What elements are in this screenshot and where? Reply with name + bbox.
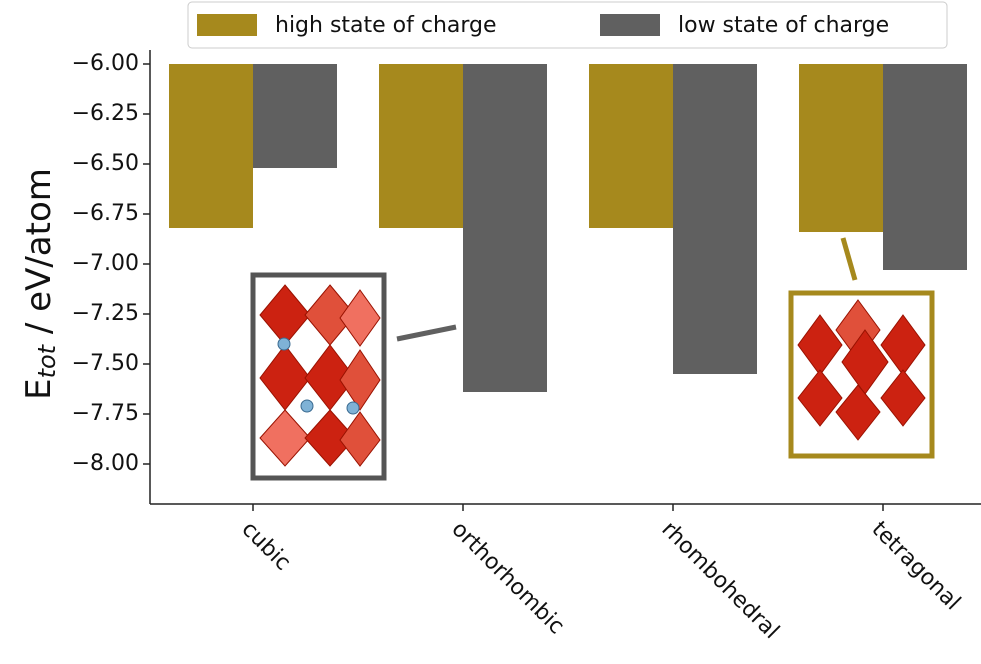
x-tick-label: cubic: [237, 517, 296, 576]
bar: [253, 64, 337, 168]
y-tick-label: −8.00: [72, 451, 139, 476]
y-tick-label: −7.00: [72, 251, 139, 276]
y-label-sub: tot: [33, 343, 61, 378]
bar: [589, 64, 673, 228]
connector: [843, 238, 855, 280]
y-tick-label: −7.75: [72, 401, 139, 426]
connector: [397, 327, 456, 339]
y-tick-label: −6.75: [72, 201, 139, 226]
legend-swatch: [197, 14, 257, 36]
y-tick-label: −6.00: [72, 51, 139, 76]
bar: [673, 64, 757, 374]
y-tick-label: −6.50: [72, 151, 139, 176]
legend-label: low state of charge: [678, 13, 889, 38]
y-tick-label: −7.25: [72, 301, 139, 326]
bar: [799, 64, 883, 232]
legend-label: high state of charge: [275, 13, 497, 38]
bar: [169, 64, 253, 228]
x-tick-label: tetragonal: [867, 517, 965, 615]
octahedra: [260, 285, 380, 466]
y-tick-label: −6.25: [72, 101, 139, 126]
y-label-rest: / eV/atom: [19, 168, 59, 345]
structure-insets: [253, 238, 932, 478]
bar: [463, 64, 547, 392]
y-tick-label: −7.50: [72, 351, 139, 376]
y-axis-label: Etot / eV/atom: [19, 168, 62, 400]
chart: −6.00 −6.25 −6.50 −6.75 −7.00 −7.25 −7.50 −7.75…: [0, 0, 981, 664]
octahedra: [798, 300, 925, 440]
legend-swatch: [600, 14, 660, 36]
x-tick-label: rhombohedral: [657, 517, 784, 644]
bar: [379, 64, 463, 228]
y-label-base: E: [19, 378, 59, 399]
bar: [883, 64, 967, 270]
x-tick-label: orthorhombic: [447, 517, 569, 639]
